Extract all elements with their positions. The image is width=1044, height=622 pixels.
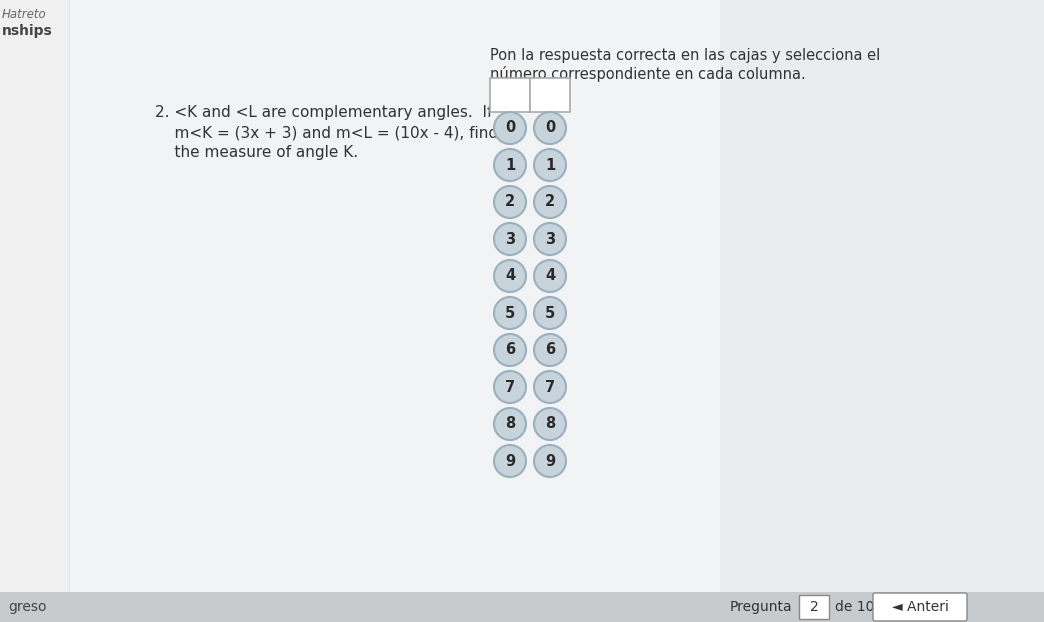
Text: 1: 1 — [505, 157, 515, 172]
Text: 0: 0 — [545, 121, 555, 136]
FancyBboxPatch shape — [490, 78, 530, 112]
Circle shape — [533, 371, 566, 403]
FancyBboxPatch shape — [0, 0, 70, 592]
Circle shape — [494, 445, 526, 477]
FancyBboxPatch shape — [799, 595, 829, 619]
Circle shape — [494, 260, 526, 292]
Text: 6: 6 — [505, 343, 515, 358]
Text: 2: 2 — [505, 195, 515, 210]
Text: número correspondiente en cada columna.: número correspondiente en cada columna. — [490, 66, 806, 82]
FancyBboxPatch shape — [70, 0, 1044, 592]
Text: 3: 3 — [545, 231, 555, 246]
Circle shape — [494, 297, 526, 329]
FancyBboxPatch shape — [0, 592, 1044, 622]
Circle shape — [533, 223, 566, 255]
Text: 8: 8 — [545, 417, 555, 432]
Circle shape — [494, 408, 526, 440]
Circle shape — [533, 112, 566, 144]
FancyBboxPatch shape — [520, 0, 720, 592]
Text: ◄ Anteri: ◄ Anteri — [892, 600, 948, 614]
Text: 0: 0 — [505, 121, 515, 136]
Text: 2. <K and <L are complementary angles.  If: 2. <K and <L are complementary angles. I… — [155, 105, 493, 120]
FancyBboxPatch shape — [70, 0, 520, 592]
Text: de 10: de 10 — [835, 600, 875, 614]
FancyBboxPatch shape — [530, 78, 570, 112]
Text: Pregunta: Pregunta — [730, 600, 792, 614]
Circle shape — [494, 149, 526, 181]
Circle shape — [533, 297, 566, 329]
Text: nships: nships — [2, 24, 53, 38]
Circle shape — [494, 223, 526, 255]
Text: m<K = (3x + 3) and m<L = (10x - 4), find: m<K = (3x + 3) and m<L = (10x - 4), find — [155, 125, 498, 140]
Text: Hatreto: Hatreto — [2, 8, 47, 21]
Text: greso: greso — [8, 600, 47, 614]
Circle shape — [533, 149, 566, 181]
Text: 5: 5 — [505, 305, 515, 320]
Circle shape — [533, 186, 566, 218]
Text: 9: 9 — [545, 453, 555, 468]
FancyBboxPatch shape — [873, 593, 967, 621]
Text: 2: 2 — [545, 195, 555, 210]
Text: 3: 3 — [505, 231, 515, 246]
Circle shape — [533, 408, 566, 440]
Text: 1: 1 — [545, 157, 555, 172]
Circle shape — [494, 371, 526, 403]
Circle shape — [533, 334, 566, 366]
Circle shape — [494, 334, 526, 366]
Circle shape — [494, 112, 526, 144]
Text: 7: 7 — [545, 379, 555, 394]
Circle shape — [494, 186, 526, 218]
Text: 2: 2 — [810, 600, 818, 614]
Text: 8: 8 — [505, 417, 515, 432]
Text: 6: 6 — [545, 343, 555, 358]
Text: the measure of angle K.: the measure of angle K. — [155, 145, 358, 160]
Text: 4: 4 — [545, 269, 555, 284]
Circle shape — [533, 260, 566, 292]
Text: Pon la respuesta correcta en las cajas y selecciona el: Pon la respuesta correcta en las cajas y… — [490, 48, 880, 63]
Text: 5: 5 — [545, 305, 555, 320]
Text: 7: 7 — [505, 379, 515, 394]
Circle shape — [533, 445, 566, 477]
Text: 4: 4 — [505, 269, 515, 284]
Text: 9: 9 — [505, 453, 515, 468]
